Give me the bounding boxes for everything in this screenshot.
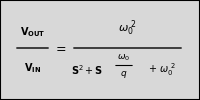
Text: $\mathbf{V_{IN}}$: $\mathbf{V_{IN}}$ xyxy=(24,61,41,75)
Text: $\mathbf{S}^2+\mathbf{S}$: $\mathbf{S}^2+\mathbf{S}$ xyxy=(71,63,103,77)
Text: $\mathbf{V_{OUT}}$: $\mathbf{V_{OUT}}$ xyxy=(20,25,45,39)
Text: $q$: $q$ xyxy=(120,70,128,81)
Text: $+\ \omega_0^{\ 2}$: $+\ \omega_0^{\ 2}$ xyxy=(148,62,176,78)
Text: $\omega_0^{\ 2}$: $\omega_0^{\ 2}$ xyxy=(118,18,137,38)
Text: $=$: $=$ xyxy=(53,42,67,55)
Text: $\omega_0$: $\omega_0$ xyxy=(117,53,131,63)
